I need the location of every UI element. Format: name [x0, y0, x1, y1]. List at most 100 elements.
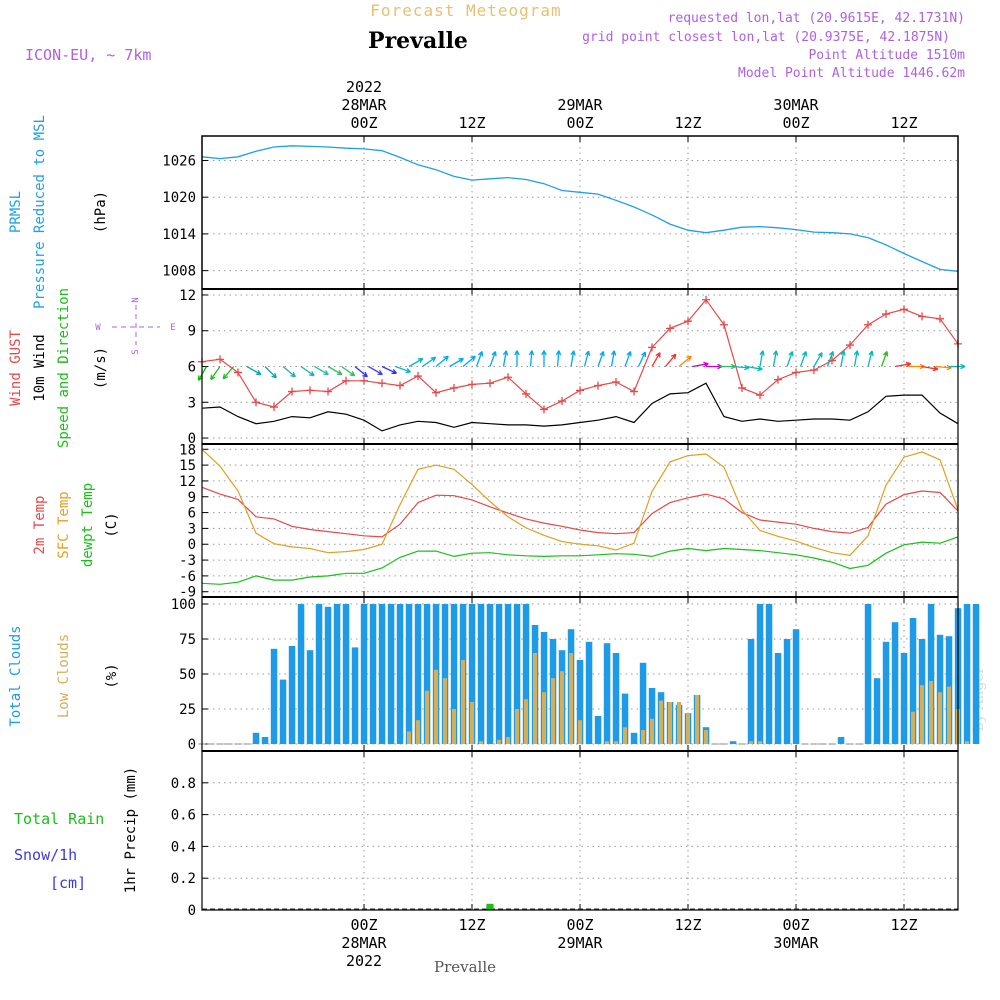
total-cloud-bar — [648, 688, 656, 744]
wind-speed-line — [201, 382, 959, 432]
wind-direction-arrow — [475, 351, 484, 367]
x-tick-label-bottom: 00Z — [782, 916, 809, 934]
low-cloud-bar — [623, 727, 627, 744]
wind-direction-arrow — [314, 365, 329, 376]
low-cloud-bar — [569, 653, 573, 744]
temp-label: 2m Temp — [32, 495, 48, 554]
total-cloud-bar — [261, 737, 269, 744]
wind-direction-arrow — [422, 356, 437, 368]
snow-unit: [cm] — [50, 874, 86, 892]
y-tick-label: 0.6 — [171, 808, 196, 824]
low-cloud-bar — [443, 678, 447, 744]
wind-direction-arrow — [597, 351, 605, 367]
wind-direction-arrow — [341, 365, 356, 377]
gust-point — [756, 391, 764, 400]
low-cloud-bar — [452, 709, 456, 744]
gust-point — [504, 373, 512, 382]
low-cloud-bar — [434, 669, 438, 744]
y-tick-label: 12 — [179, 474, 196, 490]
total-cloud-bar — [594, 716, 602, 744]
low-cloud-bar — [551, 678, 555, 744]
wind-unit: (m/s) — [93, 347, 109, 389]
wind-label: 10m Wind — [32, 334, 48, 401]
wind-direction-arrow — [665, 353, 677, 367]
low-cloud-bar — [614, 741, 618, 744]
wind-direction-arrow — [826, 351, 835, 367]
gust-point — [306, 386, 314, 395]
low-cloud-bar — [524, 699, 528, 744]
wind-direction-arrow — [449, 357, 464, 368]
low-cloud-bar — [695, 695, 699, 744]
total-clouds-label: Total Clouds — [8, 625, 24, 726]
gust-point — [666, 324, 674, 333]
gust-point — [882, 310, 890, 319]
wind-direction-arrow — [692, 361, 709, 368]
wind-direction-arrow — [395, 365, 411, 374]
wind-direction-arrow — [555, 350, 562, 367]
gust-point — [792, 368, 800, 377]
total-cloud-bar — [891, 622, 899, 744]
low-cloud-bar — [659, 700, 663, 744]
chart-subtitle: Forecast Meteogram — [370, 1, 561, 20]
wind-direction-label: Speed and Direction — [56, 288, 72, 448]
x-tick-label-bottom: 12Z — [890, 916, 917, 934]
low-cloud-bar — [641, 730, 645, 744]
wind-direction-arrow — [759, 350, 765, 367]
total-cloud-bar — [774, 653, 782, 744]
date-label-top: 29MAR — [557, 96, 603, 114]
x-tick-label-bottom: 12Z — [674, 916, 701, 934]
gust-point — [630, 387, 638, 396]
gust-point — [594, 381, 602, 390]
total-cloud-bar — [873, 678, 881, 744]
temp-2m-line — [201, 486, 959, 538]
gust-point — [774, 375, 782, 384]
clouds-unit: (%) — [104, 663, 120, 688]
date-label-top: 30MAR — [773, 96, 819, 114]
wind-direction-arrow — [583, 350, 591, 367]
wind-direction-arrow — [408, 357, 424, 368]
wind-direction-arrow — [840, 350, 846, 367]
low-cloud-bar — [479, 741, 483, 744]
wind-direction-arrow — [867, 350, 874, 367]
wind-direction-arrow — [570, 350, 576, 367]
total-cloud-bar — [630, 732, 638, 744]
wind-direction-arrow — [678, 355, 692, 367]
wind-direction-arrow — [624, 351, 632, 367]
gust-point — [432, 388, 440, 397]
low-cloud-bar — [605, 741, 609, 744]
pressure-series-line — [201, 145, 959, 272]
low-cloud-bar — [650, 718, 654, 744]
low-cloud-bar — [929, 681, 933, 744]
total-cloud-bar — [495, 604, 503, 744]
date-label-bottom: 28MAR — [341, 934, 387, 952]
low-cloud-bar — [920, 685, 924, 744]
y-tick-label: 1014 — [162, 227, 196, 243]
y-tick-label: 0 — [188, 903, 196, 919]
wind-direction-arrow — [462, 355, 476, 367]
y-tick-label: 18 — [179, 442, 196, 458]
wind-direction-arrow — [541, 350, 547, 367]
total-cloud-bar — [387, 604, 395, 744]
total-cloud-bar — [765, 604, 773, 744]
gust-point — [900, 305, 908, 314]
y-tick-label: 0.8 — [171, 776, 196, 792]
wind-direction-arrow — [502, 350, 509, 367]
total-cloud-bar — [936, 634, 944, 744]
dewpt-label: dewpt Temp — [80, 483, 96, 567]
total-cloud-bar — [405, 604, 413, 744]
x-tick-label-top: 00Z — [350, 114, 377, 132]
gust-point — [234, 368, 242, 377]
total-cloud-bar — [306, 650, 314, 744]
wind-direction-arrow — [637, 351, 646, 367]
total-cloud-bar — [540, 632, 548, 744]
total-cloud-bar — [468, 604, 476, 744]
point-altitude: Point Altitude 1510m — [808, 48, 965, 63]
date-label-top: 28MAR — [341, 96, 387, 114]
gust-point — [396, 381, 404, 390]
pressure-unit: (hPa) — [93, 191, 109, 233]
wind-direction-arrow — [880, 351, 889, 367]
y-tick-label: 9 — [188, 490, 196, 506]
gust-point — [936, 314, 944, 323]
gust-point — [558, 397, 566, 406]
